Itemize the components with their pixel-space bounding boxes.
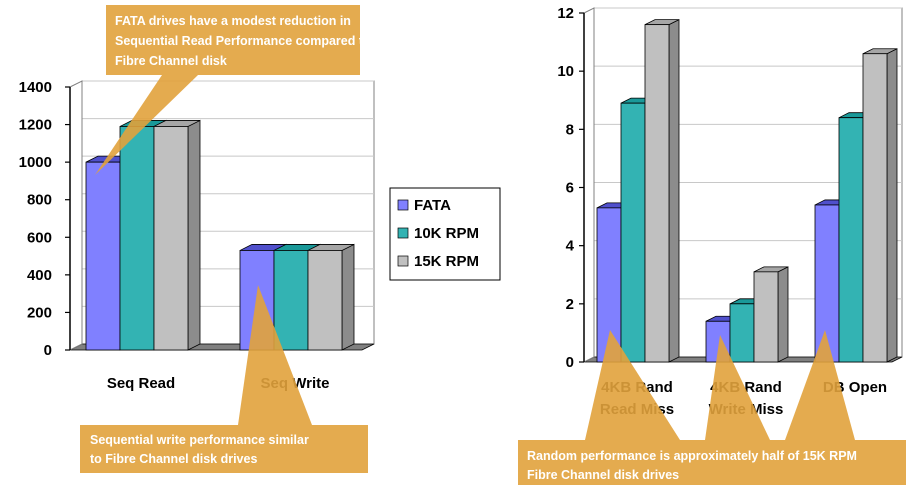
chart1-bar-15k-rpm-seq-write-side [341, 243, 355, 351]
chart2-bar-10k-rpm-db-open [838, 117, 864, 363]
chart1-bar-10k-rpm-seq-read [119, 126, 155, 351]
callout-random-pointer-2 [705, 335, 770, 440]
chart1-bar-15k-rpm-seq-write [307, 250, 343, 351]
chart1-bar-fata-seq-read [85, 161, 121, 351]
chart1-y-tick-label-200: 200 [27, 304, 52, 321]
legend-swatch-fata [397, 199, 409, 211]
callout-seq-read: FATA drives have a modest reduction in S… [95, 5, 371, 175]
chart2-bar-15k-rpm-4kb-rand-read-miss-side [668, 18, 680, 363]
legend-label-15k-rpm: 15K RPM [414, 253, 479, 270]
callout-seq-read-pointer [95, 75, 198, 175]
chart2-y-tick-label-4: 4 [566, 238, 575, 255]
chart1-y-tick-label-400: 400 [27, 267, 52, 284]
chart2-bar-15k-rpm-db-open-side [886, 48, 898, 363]
chart1-bar-15k-rpm-seq-read [153, 126, 189, 351]
callout-random-pointer-3 [785, 330, 855, 440]
legend-label-fata: FATA [414, 197, 451, 214]
callout-seq-write-pointer [238, 285, 312, 425]
callout-random: Random performance is approximately half… [518, 330, 906, 485]
chart2-y-tick-label-6: 6 [566, 180, 574, 197]
callout-random-box [518, 440, 906, 485]
chart2-y-tick-label-12: 12 [557, 5, 574, 22]
chart1-y-tick-label-1000: 1000 [19, 154, 52, 171]
chart2-side-wall [583, 7, 595, 363]
callout-seq-read-box [106, 5, 360, 75]
legend-label-10k-rpm: 10K RPM [414, 225, 479, 242]
chart2-bar-15k-rpm-4kb-rand-write-miss-side [777, 266, 789, 363]
callout-random-pointer-1 [585, 330, 680, 440]
callout-random-line-1: Random performance is approximately half… [527, 449, 857, 463]
chart2-bar-10k-rpm-4kb-rand-write-miss [729, 303, 755, 363]
chart2-y-tick-label-10: 10 [557, 63, 574, 80]
chart2-bar-10k-rpm-4kb-rand-read-miss [620, 102, 646, 363]
chart2-y-tick-label-0: 0 [566, 354, 574, 371]
chart1-side-wall [69, 80, 83, 351]
chart2-bar-15k-rpm-4kb-rand-read-miss [644, 24, 670, 363]
chart1-y-tick-label-1200: 1200 [19, 117, 52, 134]
chart1-y-tick-label-800: 800 [27, 192, 52, 209]
chart1-bar-10k-rpm-seq-write [273, 250, 309, 351]
chart1-y-tick-label-1400: 1400 [19, 79, 52, 96]
chart1-y-tick-label-600: 600 [27, 229, 52, 246]
chart2-y-tick-label-2: 2 [566, 296, 574, 313]
callout-seq-write-box [80, 425, 368, 473]
chart-legend: FATA 10K RPM 15K RPM [389, 187, 501, 281]
chart2-y-tick-label-8: 8 [566, 121, 574, 138]
callout-seq-read-line-1: FATA drives have a modest reduction in [115, 14, 351, 28]
callout-random-line-2: Fibre Channel disk drives [527, 468, 679, 482]
chart2-bar-15k-rpm-db-open [862, 53, 888, 363]
chart1-category-label-seq-read: Seq Read [107, 375, 175, 392]
callout-seq-write-line-2: to Fibre Channel disk drives [90, 452, 257, 466]
callout-seq-write-line-1: Sequential write performance similar [90, 433, 309, 447]
callout-seq-read-line-3: Fibre Channel disk [115, 54, 227, 68]
callout-seq-write: Sequential write performance similar to … [80, 285, 368, 473]
callout-seq-read-line-2: Sequential Read Performance compared to [115, 34, 371, 48]
legend-swatch-10k-rpm [397, 227, 409, 239]
legend-swatch-15k-rpm [397, 255, 409, 267]
chart1-bar-15k-rpm-seq-read-side [187, 119, 201, 351]
chart1-y-tick-label-0: 0 [44, 342, 52, 359]
chart2-bar-15k-rpm-4kb-rand-write-miss [753, 271, 779, 363]
